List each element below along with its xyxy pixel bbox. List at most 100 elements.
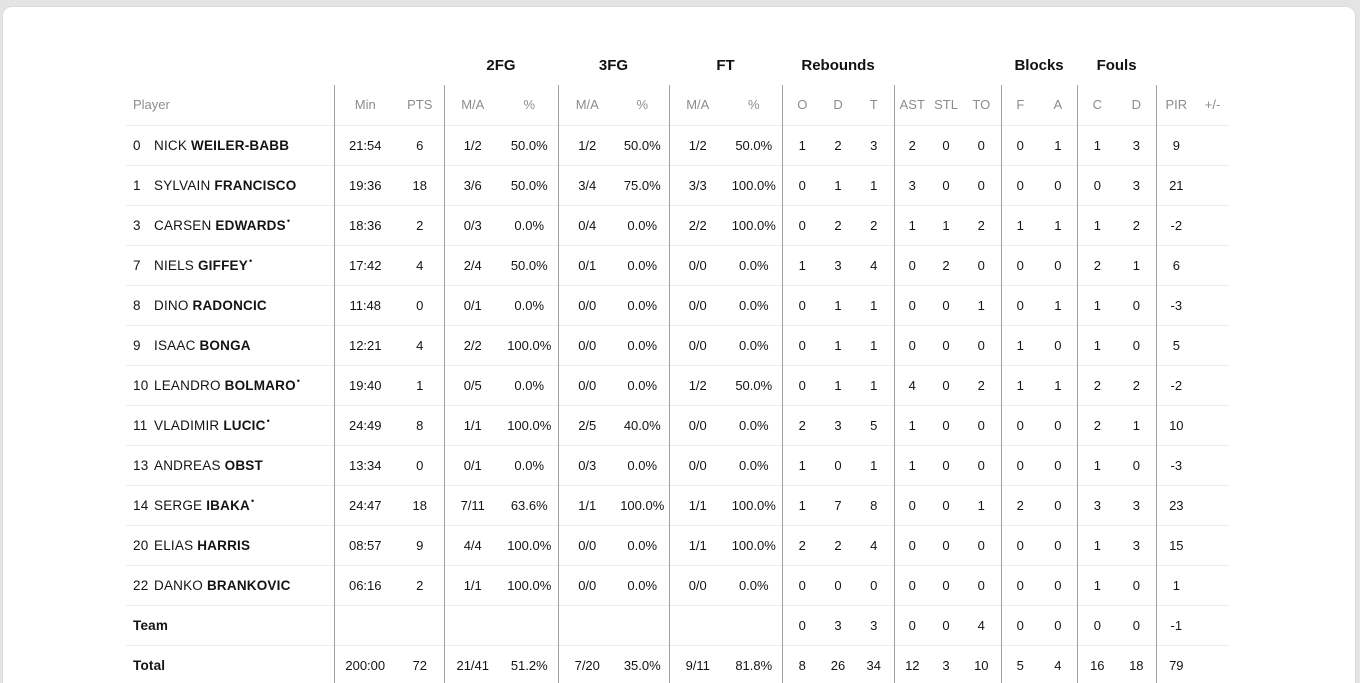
player-cell: 0 NICK WEILER-BABB <box>126 124 334 165</box>
stat-pts: 4 <box>396 324 444 365</box>
stat-2fg-pct: 50.0% <box>501 164 558 205</box>
stat-blk-f: 0 <box>1000 404 1040 445</box>
stat-ft-pct: 81.8% <box>726 644 783 683</box>
stat-reb-d: 2 <box>822 124 855 165</box>
stat-3fg-pct: 0.0% <box>616 364 669 405</box>
player-row: 13 ANDREAS OBST 13:34 0 0/1 0.0% 0/3 0.0%… <box>126 444 1230 485</box>
stat-stl: 0 <box>930 124 963 165</box>
stat-foul-d: 1 <box>1117 404 1157 445</box>
stat-blk-f: 0 <box>1000 284 1040 325</box>
stat-ft-pct <box>726 604 783 645</box>
stat-stl: 0 <box>930 564 963 605</box>
stat-ast: 1 <box>893 444 931 485</box>
stat-2fg-ma: 0/1 <box>443 444 501 485</box>
player-name: NICK WEILER-BABB <box>154 138 290 153</box>
stat-to: 2 <box>962 364 1002 405</box>
player-name: SYLVAIN FRANCISCO <box>154 178 297 193</box>
player-last-name: EDWARDS <box>215 217 286 233</box>
jersey-number: 3 <box>133 217 141 233</box>
stat-ft-ma: 9/11 <box>668 644 726 683</box>
stat-stl: 0 <box>930 404 963 445</box>
stat-reb-d: 2 <box>822 204 855 245</box>
stat-min: 12:21 <box>333 324 396 365</box>
stat-pir: 5 <box>1155 324 1197 365</box>
col-header-reb-d: D <box>833 97 843 113</box>
stat-foul-c: 2 <box>1076 404 1118 445</box>
stat-reb-d: 1 <box>822 164 855 205</box>
stat-blk-f: 1 <box>1000 204 1040 245</box>
stat-blk-a: 0 <box>1039 404 1078 445</box>
group-header-spacer <box>1156 45 1229 85</box>
player-name: DANKO BRANKOVIC <box>154 578 292 593</box>
col-header-ast: AST <box>893 85 931 125</box>
stat-foul-c: 16 <box>1076 644 1118 683</box>
stat-plusminus <box>1196 564 1230 605</box>
box-score-table: 2FG 3FG FT Rebounds Blocks Fouls Player … <box>126 45 1230 683</box>
jersey-number: 14 <box>133 497 149 513</box>
player-row: 14 SERGE IBAKA• 24:47 18 7/11 63.6% 1/1 1… <box>126 484 1230 525</box>
player-last-name: WEILER-BABB <box>191 137 290 153</box>
stat-pir: -3 <box>1155 444 1197 485</box>
stat-blk-f: 0 <box>1000 524 1040 565</box>
stat-ast: 12 <box>893 644 931 683</box>
stat-reb-o: 0 <box>781 284 823 325</box>
stat-to: 2 <box>962 204 1002 245</box>
stat-ast: 1 <box>893 404 931 445</box>
stat-ast: 0 <box>893 244 931 285</box>
stat-pts: 72 <box>396 644 444 683</box>
stat-min: 13:34 <box>333 444 396 485</box>
stat-foul-c: 1 <box>1076 444 1118 485</box>
stat-reb-t: 2 <box>854 204 895 245</box>
stat-ast: 0 <box>893 524 931 565</box>
stat-blk-a: 1 <box>1039 364 1078 405</box>
stat-2fg-pct: 0.0% <box>501 284 558 325</box>
stat-blk-a: 0 <box>1039 324 1078 365</box>
stat-to: 0 <box>962 444 1002 485</box>
stat-ast: 4 <box>893 364 931 405</box>
player-cell: 20 ELIAS HARRIS <box>126 524 334 565</box>
player-last-name: RADONCIC <box>192 297 267 313</box>
stat-blk-a: 0 <box>1039 564 1078 605</box>
stat-plusminus <box>1196 644 1230 683</box>
col-header-ft-pct: % <box>747 97 760 113</box>
stat-foul-d: 0 <box>1117 324 1157 365</box>
stat-plusminus <box>1196 604 1230 645</box>
stat-reb-o: 0 <box>781 364 823 405</box>
player-cell: 13 ANDREAS OBST <box>126 444 334 485</box>
stat-blk-a: 0 <box>1039 604 1078 645</box>
stat-2fg-pct: 50.0% <box>501 124 558 165</box>
stat-2fg-ma: 0/5 <box>443 364 501 405</box>
stat-blk-f: 1 <box>1000 324 1040 365</box>
stat-blk-a: 1 <box>1039 204 1078 245</box>
group-header-row: 2FG 3FG FT Rebounds Blocks Fouls <box>126 45 1229 85</box>
stat-reb-t: 34 <box>854 644 895 683</box>
stat-blk-a: 0 <box>1039 244 1078 285</box>
starter-mark: • <box>296 375 301 386</box>
stat-3fg-ma: 0/1 <box>557 244 616 285</box>
stat-ft-pct: 0.0% <box>726 444 783 485</box>
stat-pir: -1 <box>1155 604 1197 645</box>
stat-3fg-ma: 0/0 <box>557 524 616 565</box>
stat-pts: 1 <box>396 364 444 405</box>
stat-ast: 0 <box>893 564 931 605</box>
stat-ft-ma: 2/2 <box>668 204 726 245</box>
stat-reb-d: 0 <box>822 564 855 605</box>
stat-min: 200:00 <box>333 644 396 683</box>
stat-plusminus <box>1196 364 1230 405</box>
stat-ft-ma: 0/0 <box>668 444 726 485</box>
stat-2fg-pct: 0.0% <box>501 204 558 245</box>
stat-pts: 4 <box>396 244 444 285</box>
jersey-number: 0 <box>133 137 141 153</box>
stat-ft-ma: 0/0 <box>668 284 726 325</box>
stat-ft-pct: 100.0% <box>726 164 783 205</box>
group-header-2fg: 2FG <box>486 56 516 74</box>
stat-min: 08:57 <box>333 524 396 565</box>
stat-foul-c: 2 <box>1076 364 1118 405</box>
col-header-2fg-pct: % <box>523 97 536 113</box>
stat-reb-o: 1 <box>781 444 823 485</box>
stat-reb-d: 7 <box>822 484 855 525</box>
stat-pts: 6 <box>396 124 444 165</box>
stat-ft-ma: 3/3 <box>668 164 726 205</box>
stat-3fg-pct: 0.0% <box>616 324 669 365</box>
stat-reb-o: 2 <box>781 524 823 565</box>
